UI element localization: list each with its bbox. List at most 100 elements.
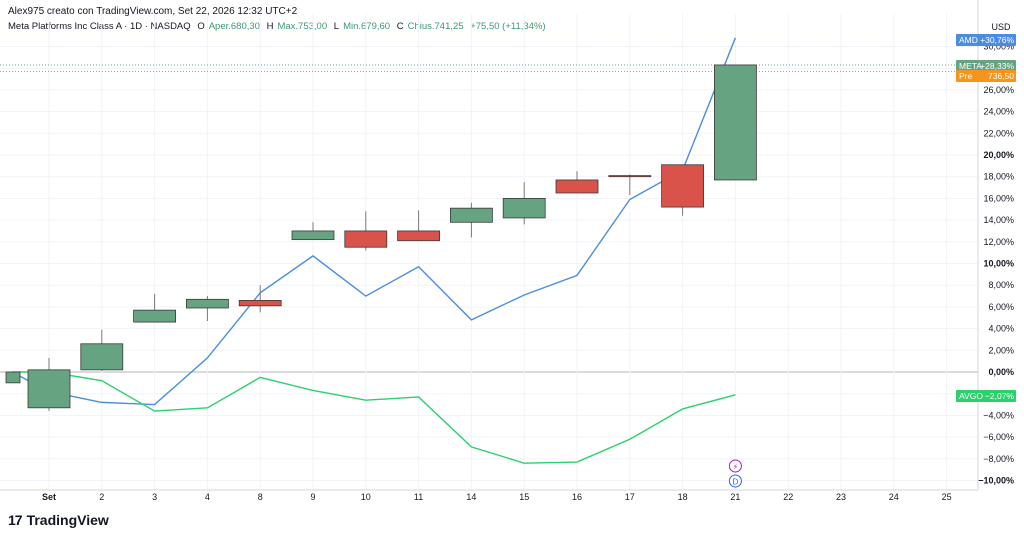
candle-body — [238, 299, 282, 307]
low-value: Min.679,60 — [343, 21, 391, 32]
lightning-icon — [728, 459, 742, 473]
amd-tag-label: AMD — [959, 35, 978, 45]
y-tick-label: 4,00% — [988, 324, 1014, 334]
avgo-tag-value: −2,07% — [985, 391, 1015, 401]
candle-body — [555, 179, 599, 194]
candle[interactable] — [344, 211, 388, 251]
meta-tag-bg — [956, 60, 1016, 72]
tradingview-logo-text: TradingView — [26, 512, 109, 528]
y-tick-label: 26,00% — [983, 85, 1014, 95]
candle-body — [661, 164, 704, 208]
close-value: Chius.741,25 — [407, 21, 464, 32]
series-line-amd[interactable] — [11, 37, 737, 406]
amd-tag: AMD +30,76% — [956, 34, 1016, 46]
y-tick-label: 12,00% — [983, 237, 1014, 247]
x-tick-label: 22 — [783, 492, 793, 502]
x-axis: Set 2 3 4 8 9 10 11 14 15 16 17 18 21 22 23 24 25 — [42, 492, 952, 502]
y-tick-label: 30,00% — [983, 42, 1014, 52]
price-tags: AMD +30,76% META+28,33%Pre 736,50 AVGO −2,07% — [956, 34, 1016, 402]
open-label: O — [197, 21, 205, 32]
x-tick-label: 14 — [466, 492, 476, 502]
y-tick-label: −8,00% — [983, 454, 1014, 464]
avgo-tag-bg — [956, 390, 1016, 402]
candle-body — [291, 230, 335, 241]
candle[interactable] — [133, 293, 177, 323]
dividend-d-icon — [728, 474, 742, 488]
candle-body — [80, 343, 124, 371]
x-tick-label: 23 — [836, 492, 846, 502]
candle[interactable] — [555, 171, 599, 194]
candle[interactable] — [238, 285, 282, 313]
candle[interactable] — [80, 329, 124, 371]
tradingview-logo[interactable]: 17 TradingView — [8, 512, 109, 528]
y-tick-label: 10,00% — [983, 259, 1014, 269]
symbol-info: Meta Platforms Inc Class A · 1D · NASDAQ… — [8, 21, 550, 32]
y-tick-label: 14,00% — [983, 215, 1014, 225]
candle-body — [5, 371, 21, 384]
x-tick-label: 21 — [730, 492, 740, 502]
dividend-d-glyph: D — [733, 478, 739, 487]
candle[interactable] — [502, 182, 546, 225]
symbol-name[interactable]: Meta Platforms Inc Class A · 1D · NASDAQ — [8, 21, 191, 32]
series-line-avgo[interactable] — [12, 371, 736, 464]
y-tick-label: 18,00% — [983, 172, 1014, 182]
low-label: L — [333, 21, 340, 32]
candle[interactable] — [5, 371, 21, 384]
author-line: Alex975 creato con TradingView.com, Set … — [8, 6, 298, 17]
x-tick-label: 25 — [942, 492, 952, 502]
y-tick-label: 16,00% — [983, 193, 1014, 203]
y-tick-label: 2,00% — [988, 345, 1014, 355]
avgo-tag-label: AVGO — [959, 391, 983, 401]
y-tick-label: 22,00% — [983, 128, 1014, 138]
open-value: Aper.680,30 — [208, 21, 260, 32]
meta-tag: META+28,33% — [956, 60, 1016, 72]
x-tick-label: 24 — [889, 492, 899, 502]
candle[interactable] — [661, 164, 704, 216]
chart-grid — [0, 0, 979, 491]
pre-tag-label: Pre — [959, 71, 973, 81]
meta-tag-label: META — [959, 61, 982, 71]
candle[interactable] — [291, 222, 335, 241]
candle[interactable] — [397, 210, 441, 242]
amd-tag-value: +30,76% — [980, 35, 1014, 45]
event-markers[interactable]: ⚡D — [728, 459, 742, 488]
close-label: C — [396, 21, 404, 32]
x-tick-label: 18 — [678, 492, 688, 502]
x-tick-label: 16 — [572, 492, 582, 502]
y-tick-label: 0,00% — [988, 367, 1014, 377]
candle[interactable] — [714, 64, 757, 181]
y-tick-label: 8,00% — [988, 280, 1014, 290]
amd-tag-bg — [956, 34, 1016, 46]
candle[interactable] — [608, 174, 652, 196]
plot-area[interactable] — [5, 37, 757, 464]
x-tick-label: 15 — [519, 492, 529, 502]
pre-tag: Pre 736,50 — [956, 70, 1016, 82]
dividend-marker[interactable]: ⚡ — [728, 459, 742, 473]
earnings-marker[interactable]: D — [728, 474, 742, 488]
change-value: +75,50 (+11,34%) — [470, 21, 546, 32]
pre-tag-value: 736,50 — [988, 71, 1014, 81]
candle-body — [397, 230, 441, 242]
x-tick-label: 10 — [361, 492, 371, 502]
candle[interactable] — [27, 357, 71, 412]
y-tick-label: −4,00% — [983, 410, 1014, 420]
candle-body — [133, 309, 177, 323]
y-tick-label: 20,00% — [983, 150, 1014, 160]
y-tick-label: 6,00% — [988, 302, 1014, 312]
candle-body — [449, 207, 493, 223]
avgo-tag: AVGO −2,07% — [956, 390, 1016, 402]
candle-body — [608, 175, 652, 178]
x-tick-label: 2 — [99, 492, 104, 502]
candle-body — [185, 298, 229, 309]
lightning-icon-glyph: ⚡ — [733, 463, 739, 472]
y-axis: 30,00%28,00%26,00%24,00%22,00%20,00%18,0… — [978, 22, 1014, 486]
candle-body — [502, 197, 546, 219]
candle[interactable] — [185, 296, 229, 322]
y-tick-label: −6,00% — [983, 432, 1014, 442]
x-tick-label: 17 — [625, 492, 635, 502]
x-tick-label: 8 — [258, 492, 263, 502]
currency-label: USD — [991, 22, 1011, 32]
candle[interactable] — [449, 202, 493, 238]
candle-body — [27, 369, 71, 409]
